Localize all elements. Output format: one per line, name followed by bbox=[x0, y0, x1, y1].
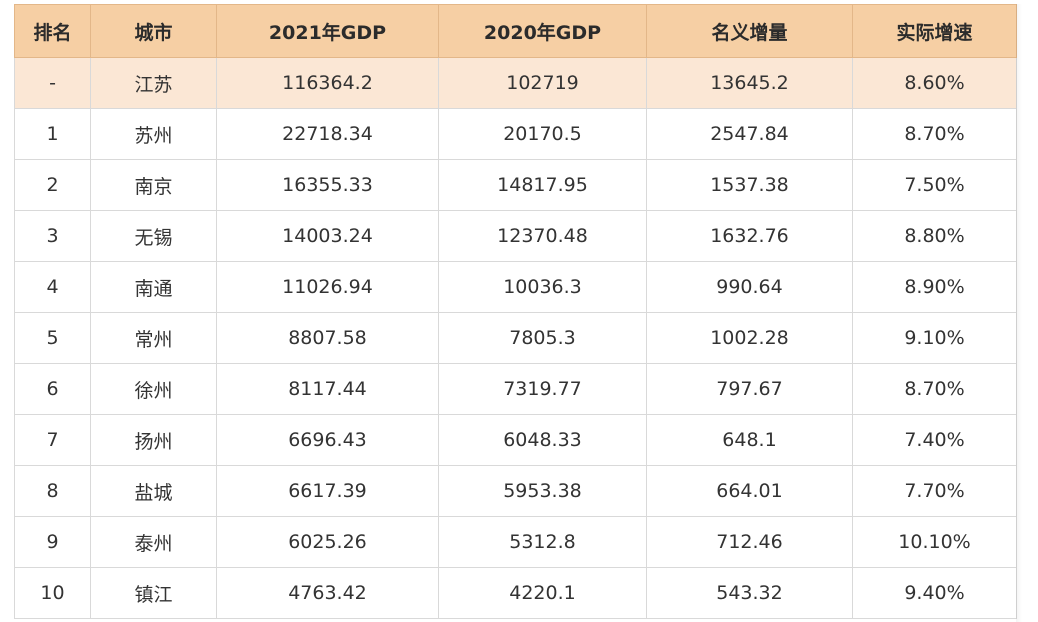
cell-gdp-2020: 5312.8 bbox=[438, 516, 647, 568]
table-row: 1 苏州 22718.34 20170.5 2547.84 8.70% bbox=[14, 108, 1017, 160]
cell-gdp-2020: 20170.5 bbox=[438, 108, 647, 160]
cell-gdp-2020: 10036.3 bbox=[438, 261, 647, 313]
cell-gdp-2020: 12370.48 bbox=[438, 210, 647, 262]
cell-real-growth: 7.40% bbox=[852, 414, 1017, 466]
cell-nominal-increase: 797.67 bbox=[646, 363, 853, 415]
cell-rank: 6 bbox=[14, 363, 91, 415]
cell-rank: 7 bbox=[14, 414, 91, 466]
cell-city: 徐州 bbox=[90, 363, 217, 415]
cell-gdp-2021: 6025.26 bbox=[216, 516, 439, 568]
cell-rank: 10 bbox=[14, 567, 91, 619]
cell-nominal-increase: 990.64 bbox=[646, 261, 853, 313]
summary-gdp-2021: 116364.2 bbox=[216, 57, 439, 109]
cell-city: 南通 bbox=[90, 261, 217, 313]
header-nominal-increase: 名义增量 bbox=[646, 4, 853, 58]
cell-rank: 5 bbox=[14, 312, 91, 364]
card-edge-shadow bbox=[1016, 4, 1022, 622]
header-gdp-2021: 2021年GDP bbox=[216, 4, 439, 58]
table-header-row: 排名 城市 2021年GDP 2020年GDP 名义增量 实际增速 bbox=[14, 4, 1017, 58]
cell-nominal-increase: 664.01 bbox=[646, 465, 853, 517]
table-row: 3 无锡 14003.24 12370.48 1632.76 8.80% bbox=[14, 210, 1017, 262]
cell-city: 苏州 bbox=[90, 108, 217, 160]
cell-nominal-increase: 712.46 bbox=[646, 516, 853, 568]
cell-city: 盐城 bbox=[90, 465, 217, 517]
header-gdp-2020: 2020年GDP bbox=[438, 4, 647, 58]
cell-real-growth: 8.70% bbox=[852, 363, 1017, 415]
cell-gdp-2021: 6617.39 bbox=[216, 465, 439, 517]
summary-nominal-increase: 13645.2 bbox=[646, 57, 853, 109]
table-row: 9 泰州 6025.26 5312.8 712.46 10.10% bbox=[14, 516, 1017, 568]
cell-nominal-increase: 1002.28 bbox=[646, 312, 853, 364]
cell-real-growth: 7.70% bbox=[852, 465, 1017, 517]
cell-rank: 9 bbox=[14, 516, 91, 568]
cell-gdp-2021: 6696.43 bbox=[216, 414, 439, 466]
cell-gdp-2021: 22718.34 bbox=[216, 108, 439, 160]
summary-city: 江苏 bbox=[90, 57, 217, 109]
table-row: 8 盐城 6617.39 5953.38 664.01 7.70% bbox=[14, 465, 1017, 517]
cell-gdp-2021: 16355.33 bbox=[216, 159, 439, 211]
cell-gdp-2020: 7805.3 bbox=[438, 312, 647, 364]
cell-city: 常州 bbox=[90, 312, 217, 364]
header-rank: 排名 bbox=[14, 4, 91, 58]
cell-rank: 4 bbox=[14, 261, 91, 313]
cell-gdp-2020: 14817.95 bbox=[438, 159, 647, 211]
cell-city: 无锡 bbox=[90, 210, 217, 262]
table-row: 2 南京 16355.33 14817.95 1537.38 7.50% bbox=[14, 159, 1017, 211]
cell-rank: 8 bbox=[14, 465, 91, 517]
cell-nominal-increase: 1537.38 bbox=[646, 159, 853, 211]
cell-nominal-increase: 648.1 bbox=[646, 414, 853, 466]
summary-rank: - bbox=[14, 57, 91, 109]
table-row: 4 南通 11026.94 10036.3 990.64 8.90% bbox=[14, 261, 1017, 313]
cell-gdp-2021: 8117.44 bbox=[216, 363, 439, 415]
table-row: 5 常州 8807.58 7805.3 1002.28 9.10% bbox=[14, 312, 1017, 364]
cell-real-growth: 8.90% bbox=[852, 261, 1017, 313]
table-row: 7 扬州 6696.43 6048.33 648.1 7.40% bbox=[14, 414, 1017, 466]
cell-city: 南京 bbox=[90, 159, 217, 211]
cell-gdp-2020: 5953.38 bbox=[438, 465, 647, 517]
cell-real-growth: 9.10% bbox=[852, 312, 1017, 364]
cell-gdp-2020: 6048.33 bbox=[438, 414, 647, 466]
cell-rank: 2 bbox=[14, 159, 91, 211]
cell-gdp-2020: 7319.77 bbox=[438, 363, 647, 415]
cell-rank: 3 bbox=[14, 210, 91, 262]
cell-real-growth: 8.70% bbox=[852, 108, 1017, 160]
cell-gdp-2021: 11026.94 bbox=[216, 261, 439, 313]
cell-nominal-increase: 2547.84 bbox=[646, 108, 853, 160]
cell-gdp-2020: 4220.1 bbox=[438, 567, 647, 619]
gdp-table: 排名 城市 2021年GDP 2020年GDP 名义增量 实际增速 - 江苏 1… bbox=[14, 4, 1017, 619]
table-row: 6 徐州 8117.44 7319.77 797.67 8.70% bbox=[14, 363, 1017, 415]
cell-nominal-increase: 543.32 bbox=[646, 567, 853, 619]
cell-city: 扬州 bbox=[90, 414, 217, 466]
cell-city: 泰州 bbox=[90, 516, 217, 568]
cell-real-growth: 10.10% bbox=[852, 516, 1017, 568]
cell-rank: 1 bbox=[14, 108, 91, 160]
summary-real-growth: 8.60% bbox=[852, 57, 1017, 109]
cell-real-growth: 8.80% bbox=[852, 210, 1017, 262]
cell-real-growth: 7.50% bbox=[852, 159, 1017, 211]
cell-nominal-increase: 1632.76 bbox=[646, 210, 853, 262]
cell-gdp-2021: 8807.58 bbox=[216, 312, 439, 364]
table-row: 10 镇江 4763.42 4220.1 543.32 9.40% bbox=[14, 567, 1017, 619]
header-real-growth: 实际增速 bbox=[852, 4, 1017, 58]
summary-row: - 江苏 116364.2 102719 13645.2 8.60% bbox=[14, 57, 1017, 109]
header-city: 城市 bbox=[90, 4, 217, 58]
cell-city: 镇江 bbox=[90, 567, 217, 619]
cell-gdp-2021: 14003.24 bbox=[216, 210, 439, 262]
summary-gdp-2020: 102719 bbox=[438, 57, 647, 109]
cell-real-growth: 9.40% bbox=[852, 567, 1017, 619]
cell-gdp-2021: 4763.42 bbox=[216, 567, 439, 619]
